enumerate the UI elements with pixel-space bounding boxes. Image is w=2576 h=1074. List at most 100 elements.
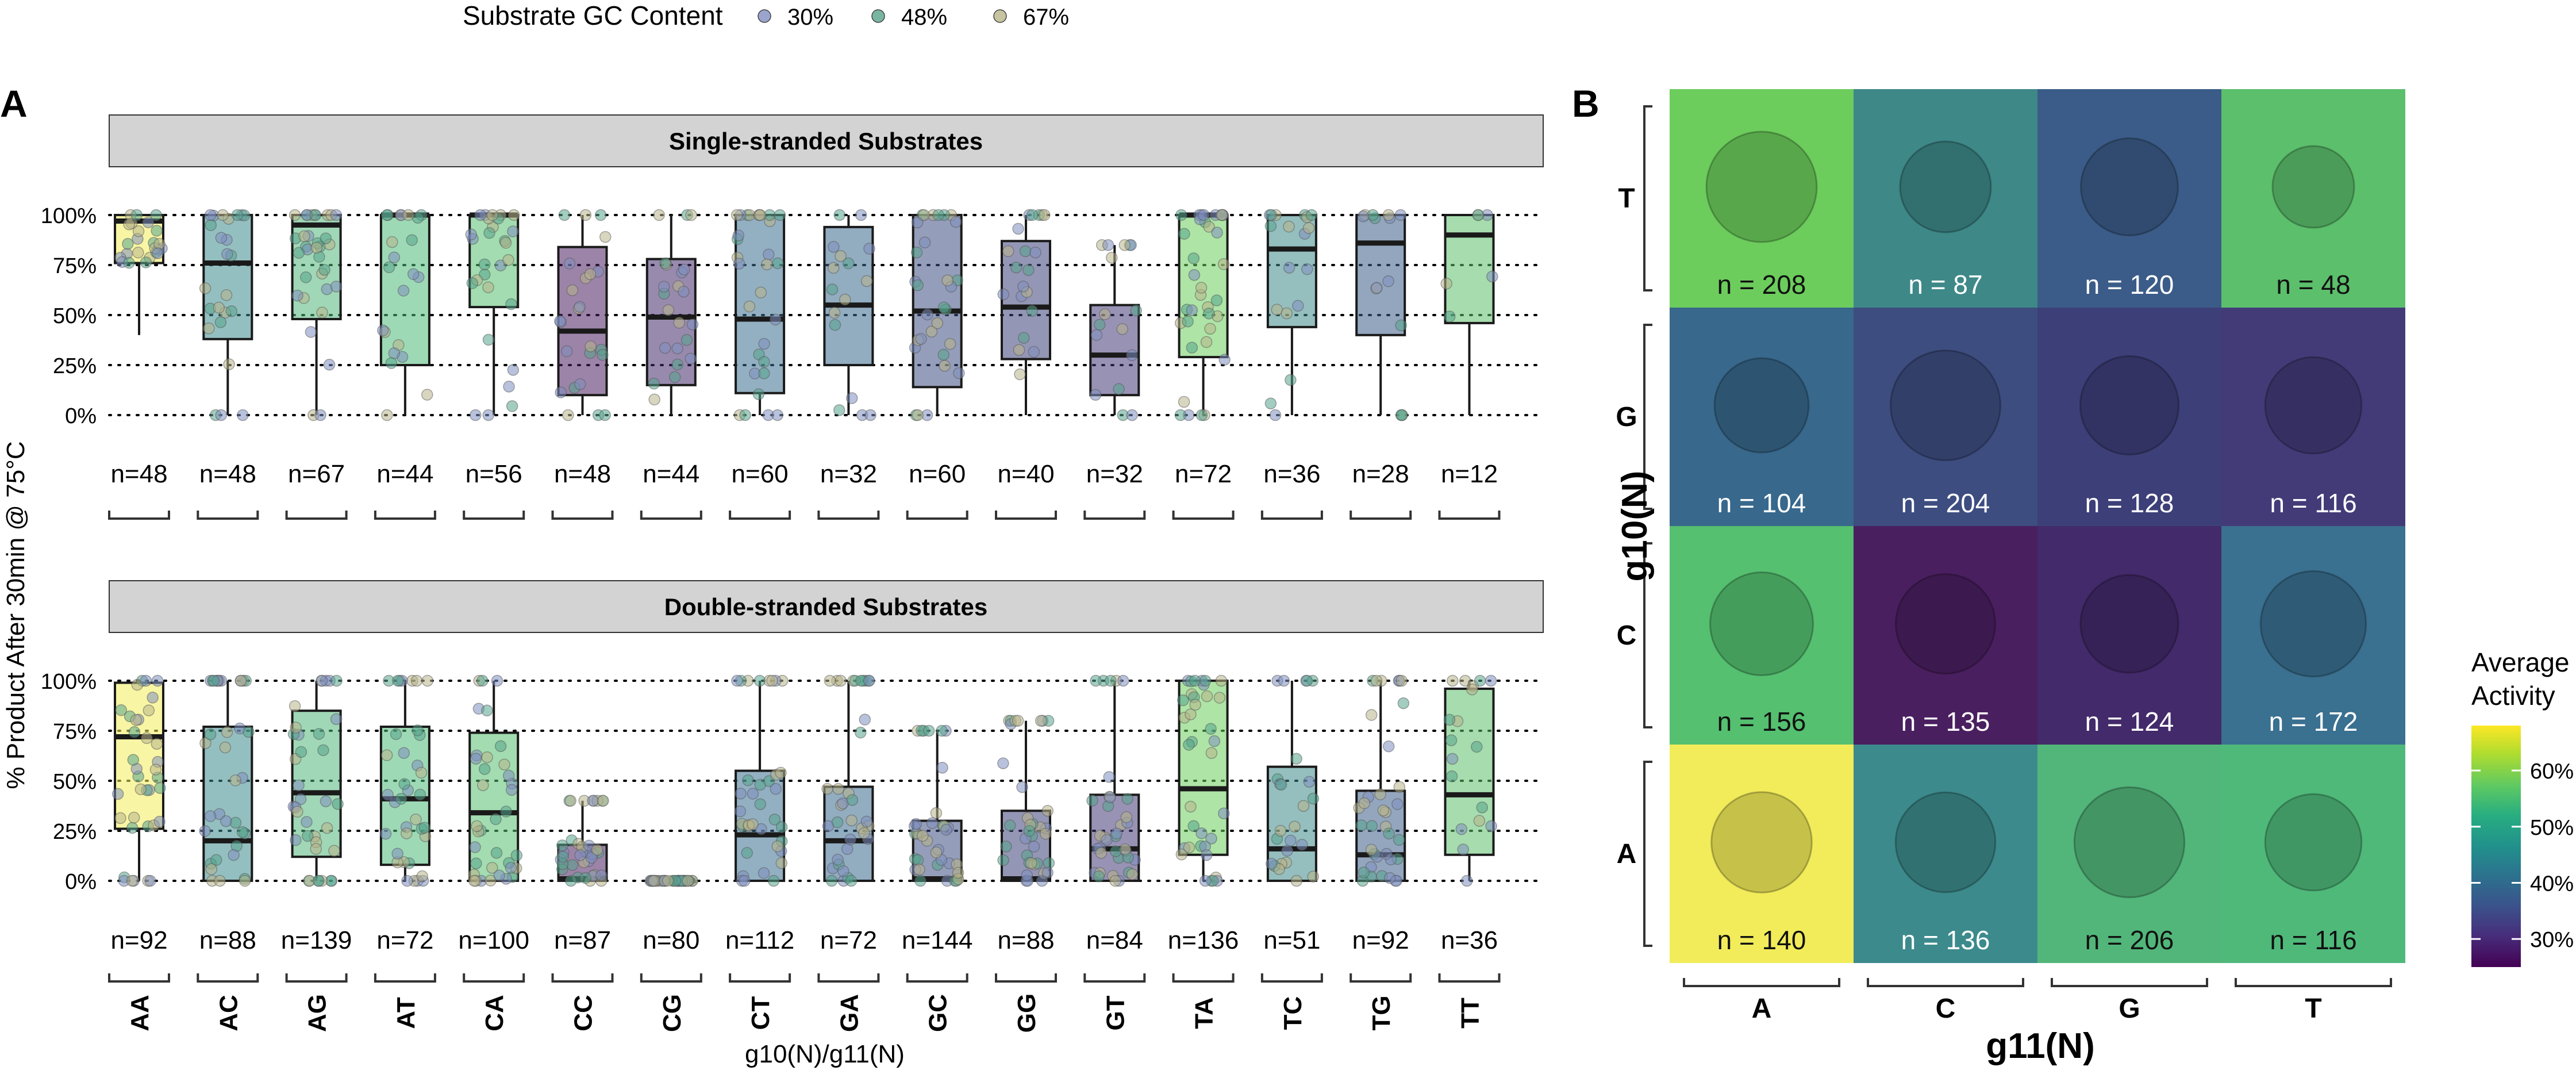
point-GA	[845, 874, 858, 887]
point-AA	[132, 247, 144, 259]
point-AA	[154, 782, 166, 794]
box-TC	[1264, 209, 1318, 421]
box-AG	[289, 209, 343, 421]
cell-n-label-AA: n = 140	[1717, 925, 1806, 955]
point-CG	[671, 358, 683, 371]
point-TG	[1382, 209, 1395, 221]
point-CA	[477, 779, 489, 791]
point-AA	[152, 247, 164, 259]
point-CC	[585, 340, 597, 352]
point-GG	[1002, 245, 1014, 258]
box-GT	[1089, 239, 1142, 421]
point-CG	[648, 393, 660, 406]
point-GT	[1116, 323, 1128, 335]
point-GC	[926, 817, 939, 829]
point-CG	[668, 371, 681, 383]
heatmap-y-tick-A: A	[1617, 839, 1637, 869]
point-CT	[754, 798, 767, 810]
point-TA	[1204, 323, 1216, 335]
point-AA	[140, 674, 152, 687]
bracket-TA	[1172, 973, 1235, 983]
point-TG	[1358, 797, 1371, 810]
point-CT	[771, 409, 783, 421]
point-GA	[831, 816, 844, 828]
heatmap-cell-CC: n = 135	[1854, 526, 2037, 745]
point-CT	[775, 766, 787, 779]
point-GA	[837, 865, 849, 877]
point-GA	[863, 674, 875, 687]
point-TT	[1472, 209, 1484, 221]
x-tick-label-AG: AG	[303, 994, 332, 1032]
x-tick-label-TG: TG	[1367, 995, 1395, 1030]
x-tick-label-CT: CT	[747, 996, 775, 1030]
point-TA	[1182, 315, 1194, 328]
point-GC	[936, 724, 948, 737]
colorbar-title-line1: Average	[2471, 647, 2570, 677]
point-GT	[1109, 874, 1121, 887]
point-AC	[228, 849, 240, 861]
point-CG	[686, 319, 699, 331]
point-CC	[595, 869, 608, 881]
point-CA	[470, 857, 482, 869]
n-label-AT: n=72	[376, 926, 433, 954]
point-AG	[310, 241, 323, 254]
point-TA	[1215, 674, 1228, 687]
point-AG	[316, 674, 328, 687]
point-CC	[563, 258, 576, 270]
point-CG	[671, 342, 683, 355]
point-TT	[1445, 734, 1458, 746]
point-GT	[1103, 771, 1116, 783]
n-label-CG: n=80	[643, 926, 699, 954]
point-TA	[1178, 396, 1190, 408]
point-CC	[556, 839, 568, 851]
point-TA	[1186, 304, 1198, 316]
point-CA	[494, 740, 507, 752]
point-CA	[470, 753, 482, 765]
heatmap-cell-GA: n = 104	[1670, 308, 1854, 526]
point-CG	[659, 257, 671, 270]
point-CG	[682, 874, 694, 887]
cell-n-label-CG: n = 124	[2085, 707, 2174, 737]
box-CC	[555, 795, 609, 887]
point-TC	[1265, 209, 1277, 221]
heatmap-cell-AA: n = 140	[1670, 745, 1854, 963]
heatmap-y-bracket-A	[1643, 761, 1652, 947]
point-CT	[766, 674, 778, 687]
n-label-CA: n=100	[458, 926, 529, 954]
boxplot-area-ds: 0% 25% 50% 75% 100% n=92 AA n=88 AC n=139 AG n=72 AT…	[41, 670, 1544, 1033]
point-AA	[127, 754, 140, 766]
point-TA	[1186, 342, 1198, 354]
point-CA	[469, 409, 482, 421]
point-AC	[205, 863, 218, 876]
point-CC	[599, 409, 611, 421]
heatmap-y-tick-T: T	[1618, 183, 1635, 214]
point-AT	[380, 749, 393, 761]
point-GA	[829, 319, 841, 331]
point-CC	[566, 284, 579, 297]
point-CA	[478, 763, 491, 775]
point-TA	[1195, 827, 1208, 839]
point-AT	[379, 827, 392, 840]
n-label-CG: n=44	[643, 460, 699, 488]
n-label-AA: n=48	[110, 460, 167, 488]
point-GA	[845, 392, 858, 404]
point-TC	[1285, 834, 1297, 847]
point-GG	[1012, 715, 1024, 727]
point-CG	[685, 352, 697, 365]
box-AT	[379, 674, 434, 887]
x-tick-label-AT: AT	[392, 997, 420, 1029]
box-body-CT	[735, 214, 786, 394]
point-TG	[1358, 866, 1370, 879]
n-label-TA: n=136	[1168, 926, 1239, 954]
point-AG	[293, 247, 305, 259]
heatmap-cell-CT: n = 172	[2221, 526, 2405, 745]
point-AA	[153, 237, 166, 250]
point-TG	[1370, 674, 1383, 687]
n-label-GT: n=84	[1086, 926, 1143, 954]
heatmap-cell-GT: n = 116	[2221, 308, 2405, 526]
point-TA	[1175, 848, 1188, 861]
point-AA	[141, 732, 153, 745]
point-CG	[678, 263, 690, 276]
point-TC	[1302, 222, 1315, 234]
point-AT	[412, 724, 424, 737]
